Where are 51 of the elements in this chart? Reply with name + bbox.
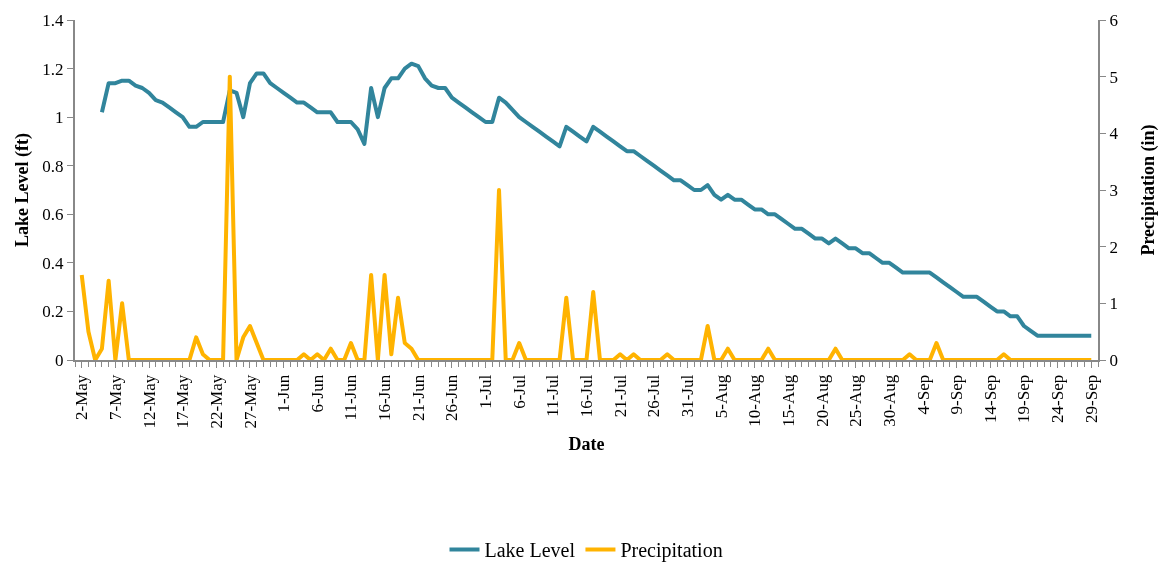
x-tick-label: 26-Jun	[442, 374, 462, 422]
x-tick-label: 7-May	[105, 374, 125, 421]
x-tick-label: 12-May	[139, 374, 159, 429]
x-tick-label: 22-May	[206, 374, 226, 429]
x-tick-label: 4-Sep	[913, 374, 933, 415]
y2-tick-label: 2	[1109, 237, 1118, 257]
x-tick-label: 6-Jul	[509, 374, 529, 409]
y-axis-title: Lake Level (ft)	[12, 133, 33, 247]
x-tick-label: 2-May	[72, 374, 92, 421]
y2-tick-label: 4	[1109, 124, 1119, 144]
x-tick-label: 11-Jul	[543, 374, 563, 417]
y-tick-label: 1.2	[42, 59, 64, 79]
x-tick-label: 16-Jul	[577, 374, 597, 418]
x-tick-label: 11-Jun	[341, 374, 361, 421]
x-tick-label: 16-Jun	[375, 374, 395, 422]
x-axis-title: Date	[568, 434, 605, 455]
y-tick-label: 0	[55, 350, 64, 370]
x-tick-label: 10-Aug	[745, 374, 765, 427]
x-tick-label: 5-Aug	[711, 374, 731, 419]
y2-tick-label: 3	[1109, 180, 1118, 200]
x-tick-label: 21-Jun	[408, 374, 428, 422]
y2-axis-title: Precipitation (in)	[1138, 124, 1159, 256]
x-tick-label: 15-Aug	[778, 374, 798, 427]
y2-tick-label: 6	[1109, 10, 1118, 30]
x-tick-label: 1-Jun	[274, 374, 294, 413]
x-tick-label: 17-May	[173, 374, 193, 429]
x-tick-label: 30-Aug	[879, 374, 899, 427]
y-tick-label: 0.2	[42, 302, 64, 322]
x-tick-label: 25-Aug	[846, 374, 866, 427]
x-tick-label: 26-Jul	[644, 374, 664, 418]
legend-label: Precipitation	[620, 539, 723, 563]
x-tick-label: 31-Jul	[677, 374, 697, 418]
x-tick-label: 1-Jul	[476, 374, 496, 409]
legend-label: Lake Level	[484, 539, 576, 562]
y-tick-label: 0.4	[42, 253, 65, 273]
x-tick-label: 6-Jun	[307, 374, 327, 413]
x-tick-label: 27-May	[240, 374, 260, 429]
x-tick-label: 14-Sep	[980, 374, 1000, 423]
x-tick-label: 9-Sep	[947, 374, 967, 415]
x-tick-label: 29-Sep	[1081, 374, 1101, 423]
y-tick-label: 0.8	[42, 156, 64, 176]
y-tick-label: 1	[55, 108, 64, 128]
y-tick-label: 0.6	[42, 205, 64, 225]
y2-tick-label: 0	[1109, 350, 1118, 370]
x-tick-label: 21-Jul	[610, 374, 630, 418]
y2-tick-label: 5	[1109, 67, 1118, 87]
y-tick-label: 1.4	[42, 10, 65, 30]
x-tick-label: 20-Aug	[812, 374, 832, 427]
x-tick-label: 19-Sep	[1014, 374, 1034, 423]
x-tick-label: 24-Sep	[1048, 374, 1068, 423]
y2-tick-label: 1	[1109, 294, 1118, 314]
